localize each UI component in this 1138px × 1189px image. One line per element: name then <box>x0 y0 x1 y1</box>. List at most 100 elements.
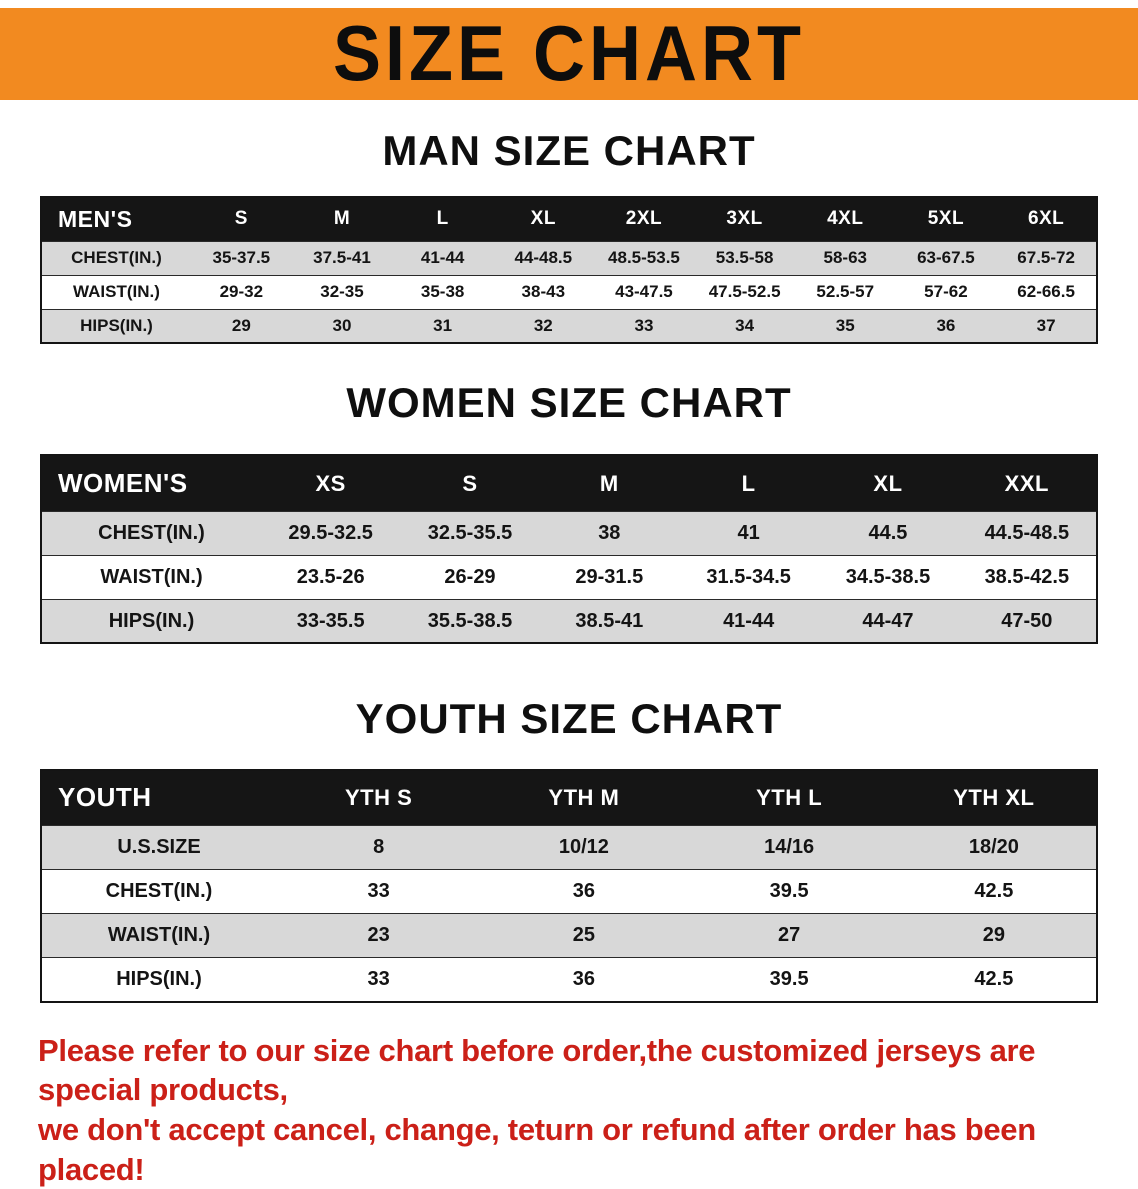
women-section-heading: WOMEN SIZE CHART <box>346 379 792 427</box>
size-value-cell: 18/20 <box>891 825 1097 870</box>
size-value-cell: 31.5-34.5 <box>678 554 819 600</box>
men-section-heading: MAN SIZE CHART <box>382 127 756 174</box>
size-column-header: S <box>191 197 292 242</box>
size-value-cell: 36 <box>895 308 997 344</box>
size-value-cell: 33-35.5 <box>261 598 401 644</box>
page-title: SIZE CHART <box>333 10 805 98</box>
size-chart-page: SIZE CHART MAN SIZE CHART MEN'S S M L XL 2XL 3… <box>0 8 1138 1187</box>
size-value-cell: 41-44 <box>392 240 493 276</box>
size-column-header: XS <box>261 455 401 512</box>
size-value-cell: 47.5-52.5 <box>694 274 795 310</box>
table-header-row: MEN'S S M L XL 2XL 3XL 4XL 5XL 6XL <box>41 197 1097 242</box>
size-column-header: XXL <box>957 455 1097 512</box>
size-value-cell: 14/16 <box>686 825 892 870</box>
table-row: HIPS(IN.) 29 30 31 32 33 34 35 36 37 <box>41 308 1097 344</box>
size-column-header: XL <box>818 455 958 512</box>
table-row: CHEST(IN.) 29.5-32.5 32.5-35.5 38 41 44.5 44.5… <box>41 510 1097 556</box>
section-youth: YOUTH SIZE CHART YOUTH YTH S YTH M YTH L YTH… <box>0 695 1138 1003</box>
size-value-cell: 44-48.5 <box>492 240 594 276</box>
size-column-header: YTH XL <box>891 769 1097 826</box>
size-value-cell: 23.5-26 <box>261 554 401 600</box>
size-column-header: S <box>400 455 540 512</box>
size-value-cell: 37 <box>996 308 1097 344</box>
table-header-row: YOUTH YTH S YTH M YTH L YTH XL <box>41 769 1097 826</box>
table-title-cell: WOMEN'S <box>41 455 261 512</box>
table-row: HIPS(IN.) 33 36 39.5 42.5 <box>41 957 1097 1002</box>
size-column-header: YTH S <box>276 769 482 826</box>
size-value-cell: 33 <box>276 957 482 1002</box>
size-value-cell: 63-67.5 <box>895 240 997 276</box>
size-column-header: 6XL <box>996 197 1097 242</box>
size-value-cell: 38 <box>539 510 679 556</box>
size-column-header: 3XL <box>694 197 795 242</box>
size-value-cell: 58-63 <box>794 240 896 276</box>
size-value-cell: 42.5 <box>891 957 1097 1002</box>
size-value-cell: 35-37.5 <box>191 240 292 276</box>
section-men: MAN SIZE CHART MEN'S S M L XL 2XL 3XL 4XL 5XL 6XL… <box>0 127 1138 345</box>
notice-line-2: we don't accept cancel, change, teturn o… <box>38 1111 1036 1187</box>
size-value-cell: 38.5-42.5 <box>957 554 1097 600</box>
row-label-cell: WAIST(IN.) <box>41 913 276 958</box>
size-value-cell: 43-47.5 <box>593 274 695 310</box>
size-value-cell: 29-31.5 <box>539 554 679 600</box>
size-value-cell: 23 <box>276 913 482 958</box>
row-label-cell: CHEST(IN.) <box>41 869 276 914</box>
table-row: CHEST(IN.) 35-37.5 37.5-41 41-44 44-48.5 48.5… <box>41 240 1097 276</box>
size-value-cell: 27 <box>686 913 892 958</box>
size-value-cell: 36 <box>481 957 687 1002</box>
size-value-cell: 44-47 <box>818 598 958 644</box>
table-row: WAIST(IN.) 23.5-26 26-29 29-31.5 31.5-34.5 34… <box>41 554 1097 600</box>
row-label-cell: CHEST(IN.) <box>41 510 261 556</box>
section-women: WOMEN SIZE CHART WOMEN'S XS S M L XL XXL CHEST(… <box>0 379 1138 645</box>
size-column-header: 5XL <box>895 197 997 242</box>
size-value-cell: 26-29 <box>400 554 540 600</box>
youth-section-heading: YOUTH SIZE CHART <box>355 695 783 743</box>
size-value-cell: 42.5 <box>891 869 1097 914</box>
table-title-cell: YOUTH <box>41 769 276 826</box>
size-column-header: XL <box>492 197 594 242</box>
size-value-cell: 39.5 <box>686 869 892 914</box>
size-value-cell: 35-38 <box>392 274 493 310</box>
row-label-cell: CHEST(IN.) <box>41 240 191 276</box>
row-label-cell: HIPS(IN.) <box>41 957 276 1002</box>
row-label-cell: HIPS(IN.) <box>41 598 261 644</box>
row-label-cell: HIPS(IN.) <box>41 308 191 344</box>
table-header-row: WOMEN'S XS S M L XL XXL <box>41 455 1097 512</box>
row-label-cell: U.S.SIZE <box>41 825 276 870</box>
size-value-cell: 34.5-38.5 <box>818 554 958 600</box>
size-value-cell: 37.5-41 <box>291 240 393 276</box>
size-value-cell: 41 <box>678 510 819 556</box>
size-value-cell: 29.5-32.5 <box>261 510 401 556</box>
size-value-cell: 53.5-58 <box>694 240 795 276</box>
size-value-cell: 32 <box>492 308 594 344</box>
size-value-cell: 38.5-41 <box>539 598 679 644</box>
notice-line-1: Please refer to our size chart before or… <box>38 1032 1036 1108</box>
size-value-cell: 29-32 <box>191 274 292 310</box>
size-value-cell: 35.5-38.5 <box>400 598 540 644</box>
table-row: WAIST(IN.) 29-32 32-35 35-38 38-43 43-47.5 47.… <box>41 274 1097 310</box>
size-column-header: L <box>392 197 493 242</box>
size-value-cell: 41-44 <box>678 598 819 644</box>
footer-notice: Please refer to our size chart before or… <box>38 1031 1100 1189</box>
size-value-cell: 36 <box>481 869 687 914</box>
men-size-table: MEN'S S M L XL 2XL 3XL 4XL 5XL 6XL CHEST(IN.) 35-37… <box>40 196 1098 345</box>
table-row: CHEST(IN.) 33 36 39.5 42.5 <box>41 869 1097 914</box>
size-value-cell: 31 <box>392 308 493 344</box>
table-title-cell: MEN'S <box>41 197 191 242</box>
size-value-cell: 38-43 <box>492 274 594 310</box>
size-column-header: 2XL <box>593 197 695 242</box>
size-value-cell: 34 <box>694 308 795 344</box>
banner: SIZE CHART <box>0 8 1138 100</box>
size-column-header: YTH M <box>481 769 687 826</box>
size-value-cell: 29 <box>191 308 292 344</box>
size-column-header: 4XL <box>794 197 896 242</box>
size-value-cell: 39.5 <box>686 957 892 1002</box>
table-row: WAIST(IN.) 23 25 27 29 <box>41 913 1097 958</box>
size-value-cell: 10/12 <box>481 825 687 870</box>
size-value-cell: 48.5-53.5 <box>593 240 695 276</box>
size-value-cell: 47-50 <box>957 598 1097 644</box>
size-value-cell: 33 <box>593 308 695 344</box>
size-value-cell: 52.5-57 <box>794 274 896 310</box>
size-value-cell: 44.5-48.5 <box>957 510 1097 556</box>
row-label-cell: WAIST(IN.) <box>41 274 191 310</box>
